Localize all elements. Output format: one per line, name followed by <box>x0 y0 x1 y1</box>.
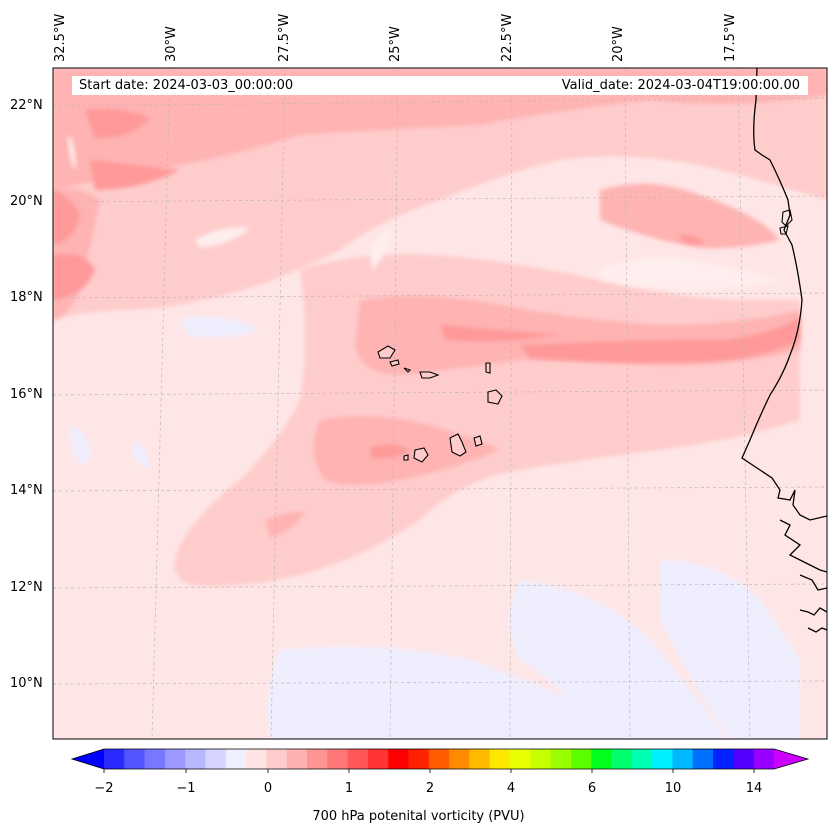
colorbar-segment <box>510 749 531 769</box>
colorbar-segment <box>570 749 592 769</box>
lon-label: 27.5°W <box>277 13 292 62</box>
lat-label: 14°N <box>10 483 43 498</box>
colorbar-segment <box>266 749 288 769</box>
info-banner <box>72 76 808 95</box>
pv-level-3 <box>53 108 800 459</box>
lat-label: 18°N <box>10 290 43 305</box>
colorbar <box>70 748 810 773</box>
colorbar-segment <box>327 749 349 769</box>
colorbar-segment <box>388 749 410 769</box>
colorbar-segment <box>347 749 369 769</box>
colorbar-segment <box>124 749 146 769</box>
colorbar-segment <box>550 749 572 769</box>
colorbar-title: 700 hPa potenital vorticity (PVU) <box>312 809 525 824</box>
colorbar-tick-label: 2 <box>425 781 435 796</box>
colorbar-segment <box>652 749 674 769</box>
colorbar-segment <box>631 749 653 769</box>
valid-date-label: Valid_date: 2024-03-04T19:00:00.00 <box>561 78 800 93</box>
africa-coastline <box>741 68 827 633</box>
colorbar-segment <box>469 749 491 769</box>
colorbar-segment <box>246 749 268 769</box>
colorbar-segment <box>408 749 430 769</box>
colorbar-segment <box>489 749 511 769</box>
colorbar-segment <box>286 749 308 769</box>
colorbar-segment <box>672 749 694 769</box>
lon-label: 20°W <box>611 26 626 62</box>
colorbar-extend-high <box>774 749 808 769</box>
lat-label: 20°N <box>10 194 43 209</box>
lat-label: 22°N <box>10 98 43 113</box>
colorbar-segment <box>713 749 734 769</box>
colorbar-segment <box>449 749 471 769</box>
colorbar-tick-label: −2 <box>94 781 114 796</box>
pv-low-streaks <box>68 135 780 290</box>
colorbar-segment <box>104 749 125 769</box>
colorbar-segment <box>611 749 633 769</box>
colorbar-tick-label: 14 <box>745 781 763 796</box>
colorbar-tick-label: −1 <box>176 781 196 796</box>
colorbar-tick-label: 10 <box>664 781 682 796</box>
lat-label: 12°N <box>10 580 43 595</box>
colorbar-extend-low <box>72 749 104 769</box>
colorbar-segment <box>225 749 247 769</box>
colorbar-tick-label: 1 <box>344 781 354 796</box>
map-frame <box>52 67 828 740</box>
canary-island <box>779 209 793 235</box>
lat-label: 10°N <box>10 676 43 691</box>
graticule <box>53 68 827 739</box>
lon-label: 25°W <box>388 26 403 62</box>
start-date-label: Start date: 2024-03-03_00:00:00 <box>79 78 294 93</box>
colorbar-segment <box>367 749 389 769</box>
lat-label: 16°N <box>10 387 43 402</box>
colorbar-segment <box>733 749 755 769</box>
negative-pv-patches <box>70 316 800 739</box>
colorbar-segment <box>144 749 166 769</box>
colorbar-segment <box>591 749 613 769</box>
colorbar-segment <box>205 749 227 769</box>
colorbar-tick-label: 6 <box>587 781 597 796</box>
colorbar-segment <box>692 749 714 769</box>
lon-label: 30°W <box>164 26 179 62</box>
colorbar-segment <box>307 749 328 769</box>
lon-label: 32.5°W <box>53 13 68 62</box>
colorbar-segment <box>164 749 186 769</box>
pv-field <box>53 68 827 739</box>
colorbar-segment <box>530 749 552 769</box>
colorbar-tick-label: 4 <box>506 781 516 796</box>
cape-verde-islands <box>377 345 503 463</box>
colorbar-tick-label: 0 <box>263 781 273 796</box>
lon-label: 17.5°W <box>723 13 738 62</box>
colorbar-segment <box>185 749 207 769</box>
colorbar-segment <box>428 749 450 769</box>
lon-label: 22.5°W <box>500 13 515 62</box>
colorbar-segment <box>753 749 775 769</box>
